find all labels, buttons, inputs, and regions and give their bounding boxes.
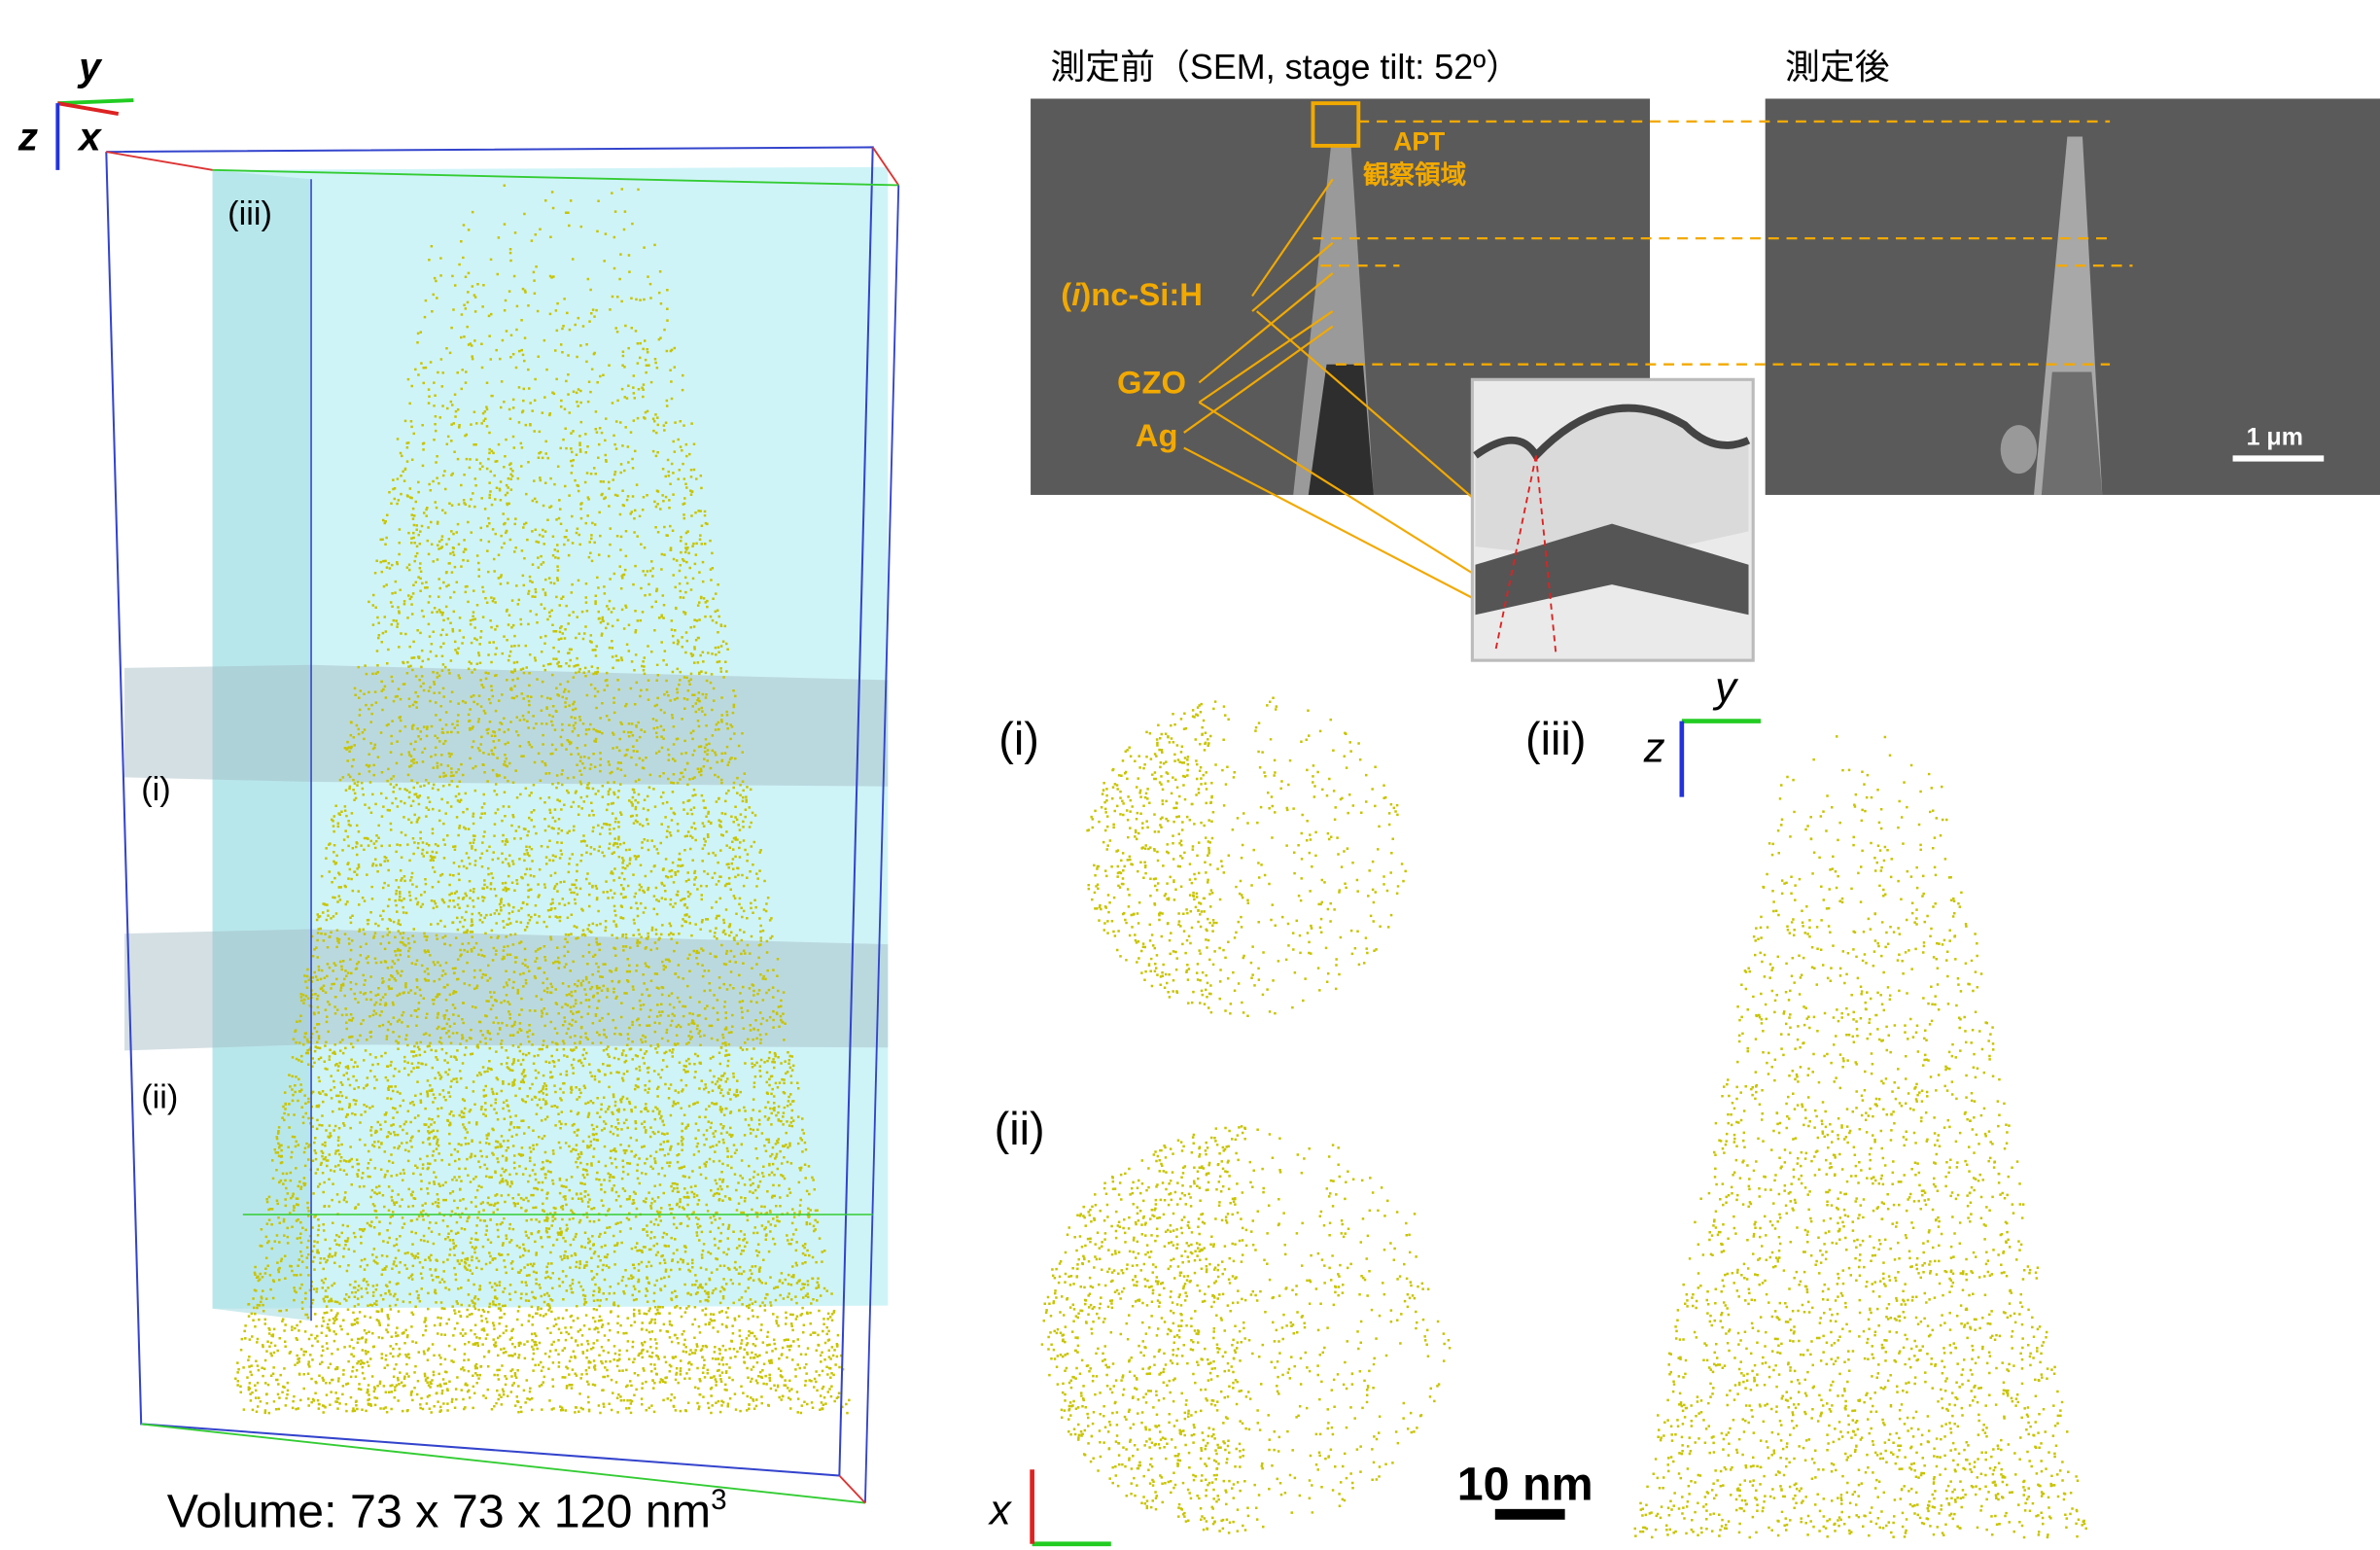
slice-clouds — [1041, 696, 2087, 1538]
layer-part: ( — [1061, 276, 1071, 312]
volume-box — [106, 147, 898, 1502]
axis-label: z — [18, 115, 39, 159]
apt-label: APT — [1393, 127, 1445, 157]
slice-label: (ii) — [995, 1104, 1045, 1154]
layer-part: )nc-Si:H — [1080, 276, 1203, 312]
layer-label: GZO — [1117, 364, 1186, 400]
point-cloud — [1041, 1125, 1452, 1533]
volume-sup: 3 — [711, 1484, 727, 1516]
point-cloud — [1086, 696, 1407, 1017]
axis-label: z — [1643, 724, 1665, 772]
slice-label: (iii) — [228, 195, 272, 232]
volume-text: Volume: 73 x 73 x 120 nm3 — [167, 1484, 727, 1538]
axis-label: x — [988, 1486, 1013, 1533]
slice-label: (iii) — [1525, 714, 1586, 764]
slice-axes — [1032, 722, 1761, 1544]
sem-title: 測定後 — [1785, 48, 1890, 87]
axis-label: y — [1712, 663, 1739, 711]
slice-label: (ii) — [141, 1079, 178, 1116]
layer-label: (i)nc-Si:H — [1061, 276, 1203, 312]
sem-images — [1031, 98, 2380, 660]
scale-bar-label: 10 nm — [1457, 1458, 1593, 1510]
axis-label: y — [77, 45, 103, 89]
axis-label: x — [77, 115, 102, 159]
slice-label: (i) — [998, 714, 1039, 764]
slice-label: (i) — [141, 771, 171, 808]
sem-title: 測定前（SEM, stage tilt: 52º） — [1050, 48, 1521, 87]
figure: y z x (iii) (i) (ii) Volume: 73 x 73 x 1… — [0, 0, 2380, 1550]
volume-main: Volume: 73 x 73 x 120 nm — [167, 1486, 711, 1538]
apt-label: 観察領域 — [1363, 160, 1466, 190]
scale-bar-label: 1 μm — [2247, 423, 2303, 450]
point-cloud — [1633, 735, 2086, 1538]
layer-label: Ag — [1136, 417, 1178, 453]
page: {"left_panel": {"axis_labels": {"y": "y"… — [0, 0, 2380, 1550]
